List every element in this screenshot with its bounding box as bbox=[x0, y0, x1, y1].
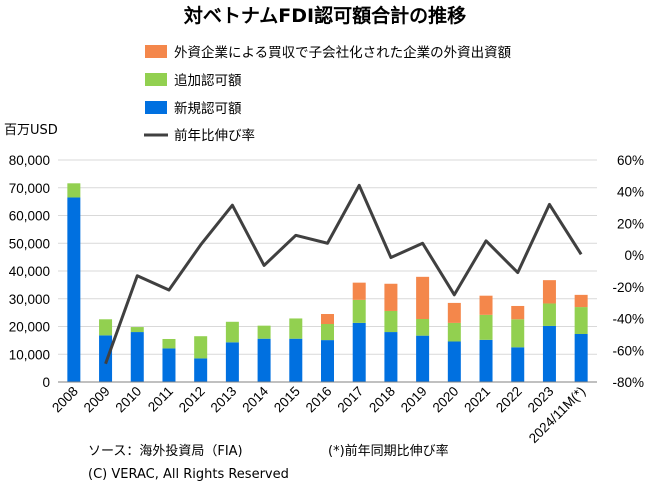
bar-segment bbox=[384, 310, 398, 333]
y-axis-right-ticks: -80% -60% -40% -20% 0% 20% 40% 60% bbox=[612, 153, 644, 390]
y-tick-label: 80,000 bbox=[9, 153, 50, 168]
bar-segment bbox=[447, 322, 461, 342]
y-tick-label: 40,000 bbox=[9, 264, 50, 279]
bar-segment bbox=[225, 321, 239, 343]
y2-tick-label: 0% bbox=[624, 248, 644, 263]
y-tick-label: 60,000 bbox=[9, 209, 50, 224]
y-axis-unit: 百万USD bbox=[4, 123, 58, 138]
x-tick-label: 2009 bbox=[81, 384, 113, 416]
growth-line bbox=[104, 183, 583, 365]
x-axis-ticks: 2008 2009 2010 2011 2012 2013 2014 2015 2016 2017… bbox=[49, 383, 588, 446]
bar-segment bbox=[574, 333, 588, 382]
legend: 外資企業による買収で子会社化された企業の外資出資額追加認可額新規認可額前年比伸び… bbox=[144, 44, 511, 144]
bar-segment bbox=[542, 303, 556, 326]
bar-segment bbox=[99, 335, 113, 382]
y-tick-label: 50,000 bbox=[9, 236, 50, 251]
x-tick-label: 2020 bbox=[430, 384, 462, 416]
legend-label: 前年比伸び率 bbox=[174, 127, 255, 144]
y-tick-label: 30,000 bbox=[9, 292, 50, 307]
y-axis-left-ticks: 0 10,000 20,000 30,000 40,000 50,000 60,000 70,… bbox=[9, 153, 50, 390]
growth-line-path bbox=[104, 183, 583, 365]
y2-tick-label: 40% bbox=[617, 185, 644, 200]
x-tick-label: 2018 bbox=[366, 384, 398, 416]
bar-segment bbox=[257, 325, 271, 339]
bar-segment bbox=[321, 340, 334, 382]
x-tick-label: 2022 bbox=[493, 384, 525, 416]
bar-segment bbox=[542, 325, 556, 382]
x-tick-label: 2012 bbox=[176, 384, 208, 416]
bar-segment bbox=[574, 307, 588, 334]
bar-segment bbox=[289, 338, 303, 382]
bar-segment bbox=[67, 197, 81, 382]
y-tick-label: 10,000 bbox=[9, 347, 50, 362]
bar-segment bbox=[479, 295, 493, 315]
source-note: ソース：海外投資局（FIA) bbox=[88, 443, 243, 459]
bar-segment bbox=[162, 338, 176, 349]
x-tick-label: 2017 bbox=[334, 384, 366, 416]
y-tick-label: 70,000 bbox=[9, 181, 50, 196]
bar-segment bbox=[416, 276, 430, 320]
y-tick-label: 20,000 bbox=[9, 320, 50, 335]
footnote: (*)前年同期比伸び率 bbox=[328, 443, 449, 459]
legend-swatch bbox=[145, 73, 167, 86]
bar-segment bbox=[352, 322, 366, 382]
bar-segment bbox=[542, 280, 556, 304]
bar-segment bbox=[130, 332, 144, 382]
x-tick-label: 2008 bbox=[49, 384, 81, 416]
bar-segment bbox=[416, 335, 430, 382]
bar-segment bbox=[479, 339, 493, 382]
x-tick-label: 2010 bbox=[113, 384, 145, 416]
y2-tick-label: -60% bbox=[612, 343, 644, 358]
bar-segment bbox=[289, 318, 303, 339]
bar-segment bbox=[384, 332, 398, 382]
bar-segment bbox=[321, 324, 334, 341]
x-tick-label: 2013 bbox=[208, 384, 240, 416]
y-tick-label: 0 bbox=[42, 375, 50, 390]
legend-label: 追加認可額 bbox=[174, 73, 242, 89]
bar-segment bbox=[511, 305, 525, 320]
x-tick-label: 2015 bbox=[271, 384, 303, 416]
bar-segment bbox=[194, 358, 208, 382]
bar-segment bbox=[130, 327, 144, 333]
x-tick-label: 2014 bbox=[239, 383, 271, 415]
legend-label: 外資企業による買収で子会社化された企業の外資出資額 bbox=[174, 44, 511, 61]
y2-tick-label: 20% bbox=[617, 216, 644, 231]
legend-swatch bbox=[145, 45, 167, 58]
legend-label: 新規認可額 bbox=[174, 101, 242, 117]
x-tick-label: 2019 bbox=[398, 384, 430, 416]
bar-segment bbox=[194, 336, 208, 359]
bar-segment bbox=[384, 283, 398, 311]
bar-segment bbox=[479, 314, 493, 340]
bar-segment bbox=[447, 302, 461, 323]
bars bbox=[67, 183, 588, 382]
bar-segment bbox=[225, 342, 239, 382]
legend-swatch bbox=[145, 101, 167, 114]
bar-segment bbox=[352, 299, 366, 323]
bar-segment bbox=[99, 319, 113, 336]
y2-tick-label: 60% bbox=[617, 153, 644, 168]
bar-segment bbox=[416, 319, 430, 336]
bar-segment bbox=[352, 282, 366, 300]
bar-segment bbox=[511, 347, 525, 382]
y2-tick-label: -20% bbox=[612, 280, 644, 295]
x-tick-label: 2016 bbox=[303, 384, 335, 416]
copyright: (C) VERAC, All Rights Reserved bbox=[88, 467, 289, 482]
bar-segment bbox=[162, 348, 176, 382]
x-tick-label: 2011 bbox=[145, 384, 176, 415]
x-tick-label: 2021 bbox=[461, 384, 493, 416]
bar-segment bbox=[67, 183, 81, 198]
chart-title: 対ベトナムFDI認可額合計の推移 bbox=[183, 4, 466, 27]
bar-segment bbox=[257, 338, 271, 382]
y2-tick-label: -40% bbox=[612, 312, 644, 327]
bar-segment bbox=[321, 314, 334, 325]
y2-tick-label: -80% bbox=[612, 375, 644, 390]
bar-segment bbox=[511, 319, 525, 348]
bar-segment bbox=[574, 294, 588, 308]
bar-segment bbox=[447, 341, 461, 382]
